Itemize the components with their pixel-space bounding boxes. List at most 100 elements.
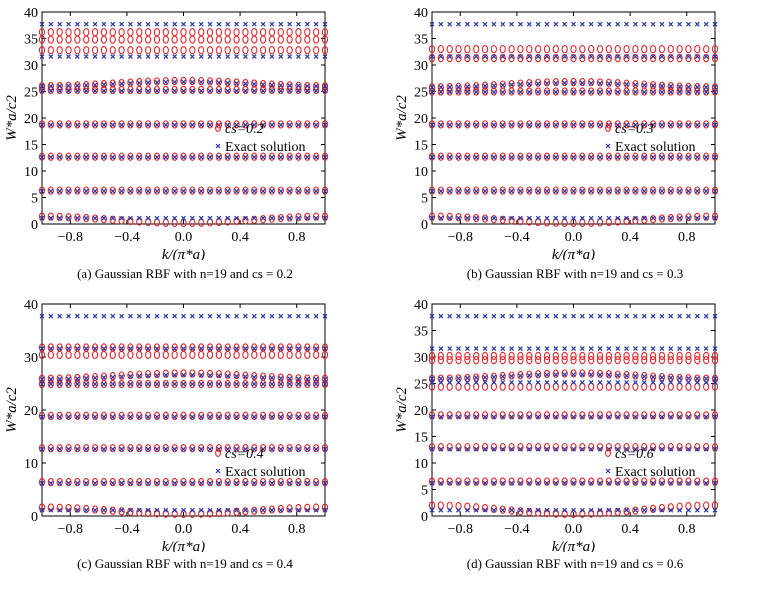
approx-point (464, 152, 471, 161)
exact-point (57, 376, 63, 382)
exact-point (703, 346, 709, 351)
approx-point (481, 351, 489, 361)
exact-point (119, 122, 125, 128)
approx-point (499, 505, 506, 514)
approx-point (242, 379, 249, 389)
approx-point (286, 343, 293, 352)
exact-point (712, 380, 718, 385)
exact-point (181, 154, 186, 160)
exact-point (313, 21, 319, 27)
exact-point (119, 374, 125, 380)
chart-d-caption: (d) Gaussian RBF with n=19 and cs = 0.6 (466, 556, 684, 571)
approx-point (91, 120, 99, 129)
approx-point (543, 53, 551, 63)
exact-point (163, 154, 169, 160)
exact-point (588, 507, 594, 513)
approx-point (446, 152, 453, 161)
y-tick-label: 40 (24, 298, 38, 313)
chart-b-caption: (b) Gaussian RBF with n=19 and cs = 0.3 (466, 266, 684, 281)
approx-point (464, 186, 471, 195)
approx-point (676, 82, 683, 91)
exact-point (269, 21, 275, 27)
exact-point (562, 346, 568, 351)
exact-point (216, 80, 222, 86)
exact-point (225, 21, 231, 27)
exact-point (101, 21, 107, 27)
exact-point (216, 414, 222, 420)
approx-point (171, 186, 178, 195)
approx-point (579, 356, 586, 365)
exact-point (296, 381, 301, 387)
exact-point (659, 346, 665, 351)
exact-point (128, 80, 133, 86)
exact-point (48, 313, 54, 319)
exact-point (304, 122, 310, 128)
approx-point (570, 477, 577, 486)
exact-point (278, 507, 284, 513)
exact-point (712, 54, 718, 59)
approx-point (136, 411, 143, 420)
exact-point (136, 446, 142, 452)
approx-point (233, 379, 240, 389)
approx-point (641, 53, 648, 63)
exact-point (615, 54, 621, 59)
approx-point (543, 442, 551, 452)
approx-point (481, 503, 489, 513)
exact-point (278, 21, 284, 27)
approx-point (251, 35, 258, 44)
exact-point (322, 154, 328, 160)
exact-point (181, 346, 186, 351)
exact-point (207, 188, 213, 194)
exact-point (668, 83, 674, 89)
approx-point (224, 370, 231, 379)
exact-point (304, 88, 310, 94)
exact-point (588, 372, 594, 378)
exact-point (83, 446, 89, 452)
exact-point (101, 82, 107, 87)
approx-point (65, 374, 72, 383)
exact-point (322, 507, 328, 513)
approx-point (83, 213, 90, 223)
exact-point (269, 507, 275, 513)
exact-point (429, 346, 435, 351)
approx-point (118, 27, 125, 37)
approx-point (180, 35, 187, 44)
exact-point (269, 215, 275, 221)
approx-point (561, 442, 568, 452)
approx-point (215, 370, 223, 379)
exact-point (668, 507, 674, 513)
exact-point (703, 84, 709, 90)
approx-point (703, 83, 710, 92)
approx-point (543, 477, 551, 486)
approx-point (251, 120, 258, 129)
approx-point (579, 351, 586, 361)
y-tick-label: 35 (24, 33, 38, 48)
exact-point (39, 446, 45, 452)
exact-point (456, 89, 461, 95)
exact-point (686, 154, 691, 160)
approx-point (224, 186, 231, 195)
chart-panel-b: 0 5 10 15 20 25 30 35 40 −0.8 −0.4 0.0 0.4 0.8 k/(π*a)… (390, 0, 760, 290)
exact-point (624, 54, 629, 59)
approx-point (596, 87, 604, 96)
approx-point (596, 186, 604, 195)
approx-point (534, 186, 542, 195)
approx-point (259, 79, 267, 89)
exact-point (606, 507, 612, 513)
approx-point (47, 350, 54, 360)
approx-point (464, 87, 471, 96)
approx-point (171, 35, 178, 44)
exact-point (304, 414, 310, 420)
exact-point (269, 446, 275, 452)
x-tick-label: −0.4 (504, 230, 529, 245)
exact-point (571, 372, 576, 377)
exact-point (181, 507, 186, 513)
approx-point (144, 46, 152, 55)
exact-point (500, 313, 506, 319)
exact-point (456, 215, 461, 221)
approx-point (109, 411, 116, 420)
exact-point (66, 122, 71, 128)
approx-point (91, 85, 99, 95)
exact-point (518, 480, 523, 486)
